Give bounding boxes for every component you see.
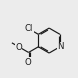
Text: Cl: Cl xyxy=(25,24,33,33)
Text: O: O xyxy=(25,57,32,67)
Text: O: O xyxy=(15,43,22,52)
Text: N: N xyxy=(57,42,64,51)
